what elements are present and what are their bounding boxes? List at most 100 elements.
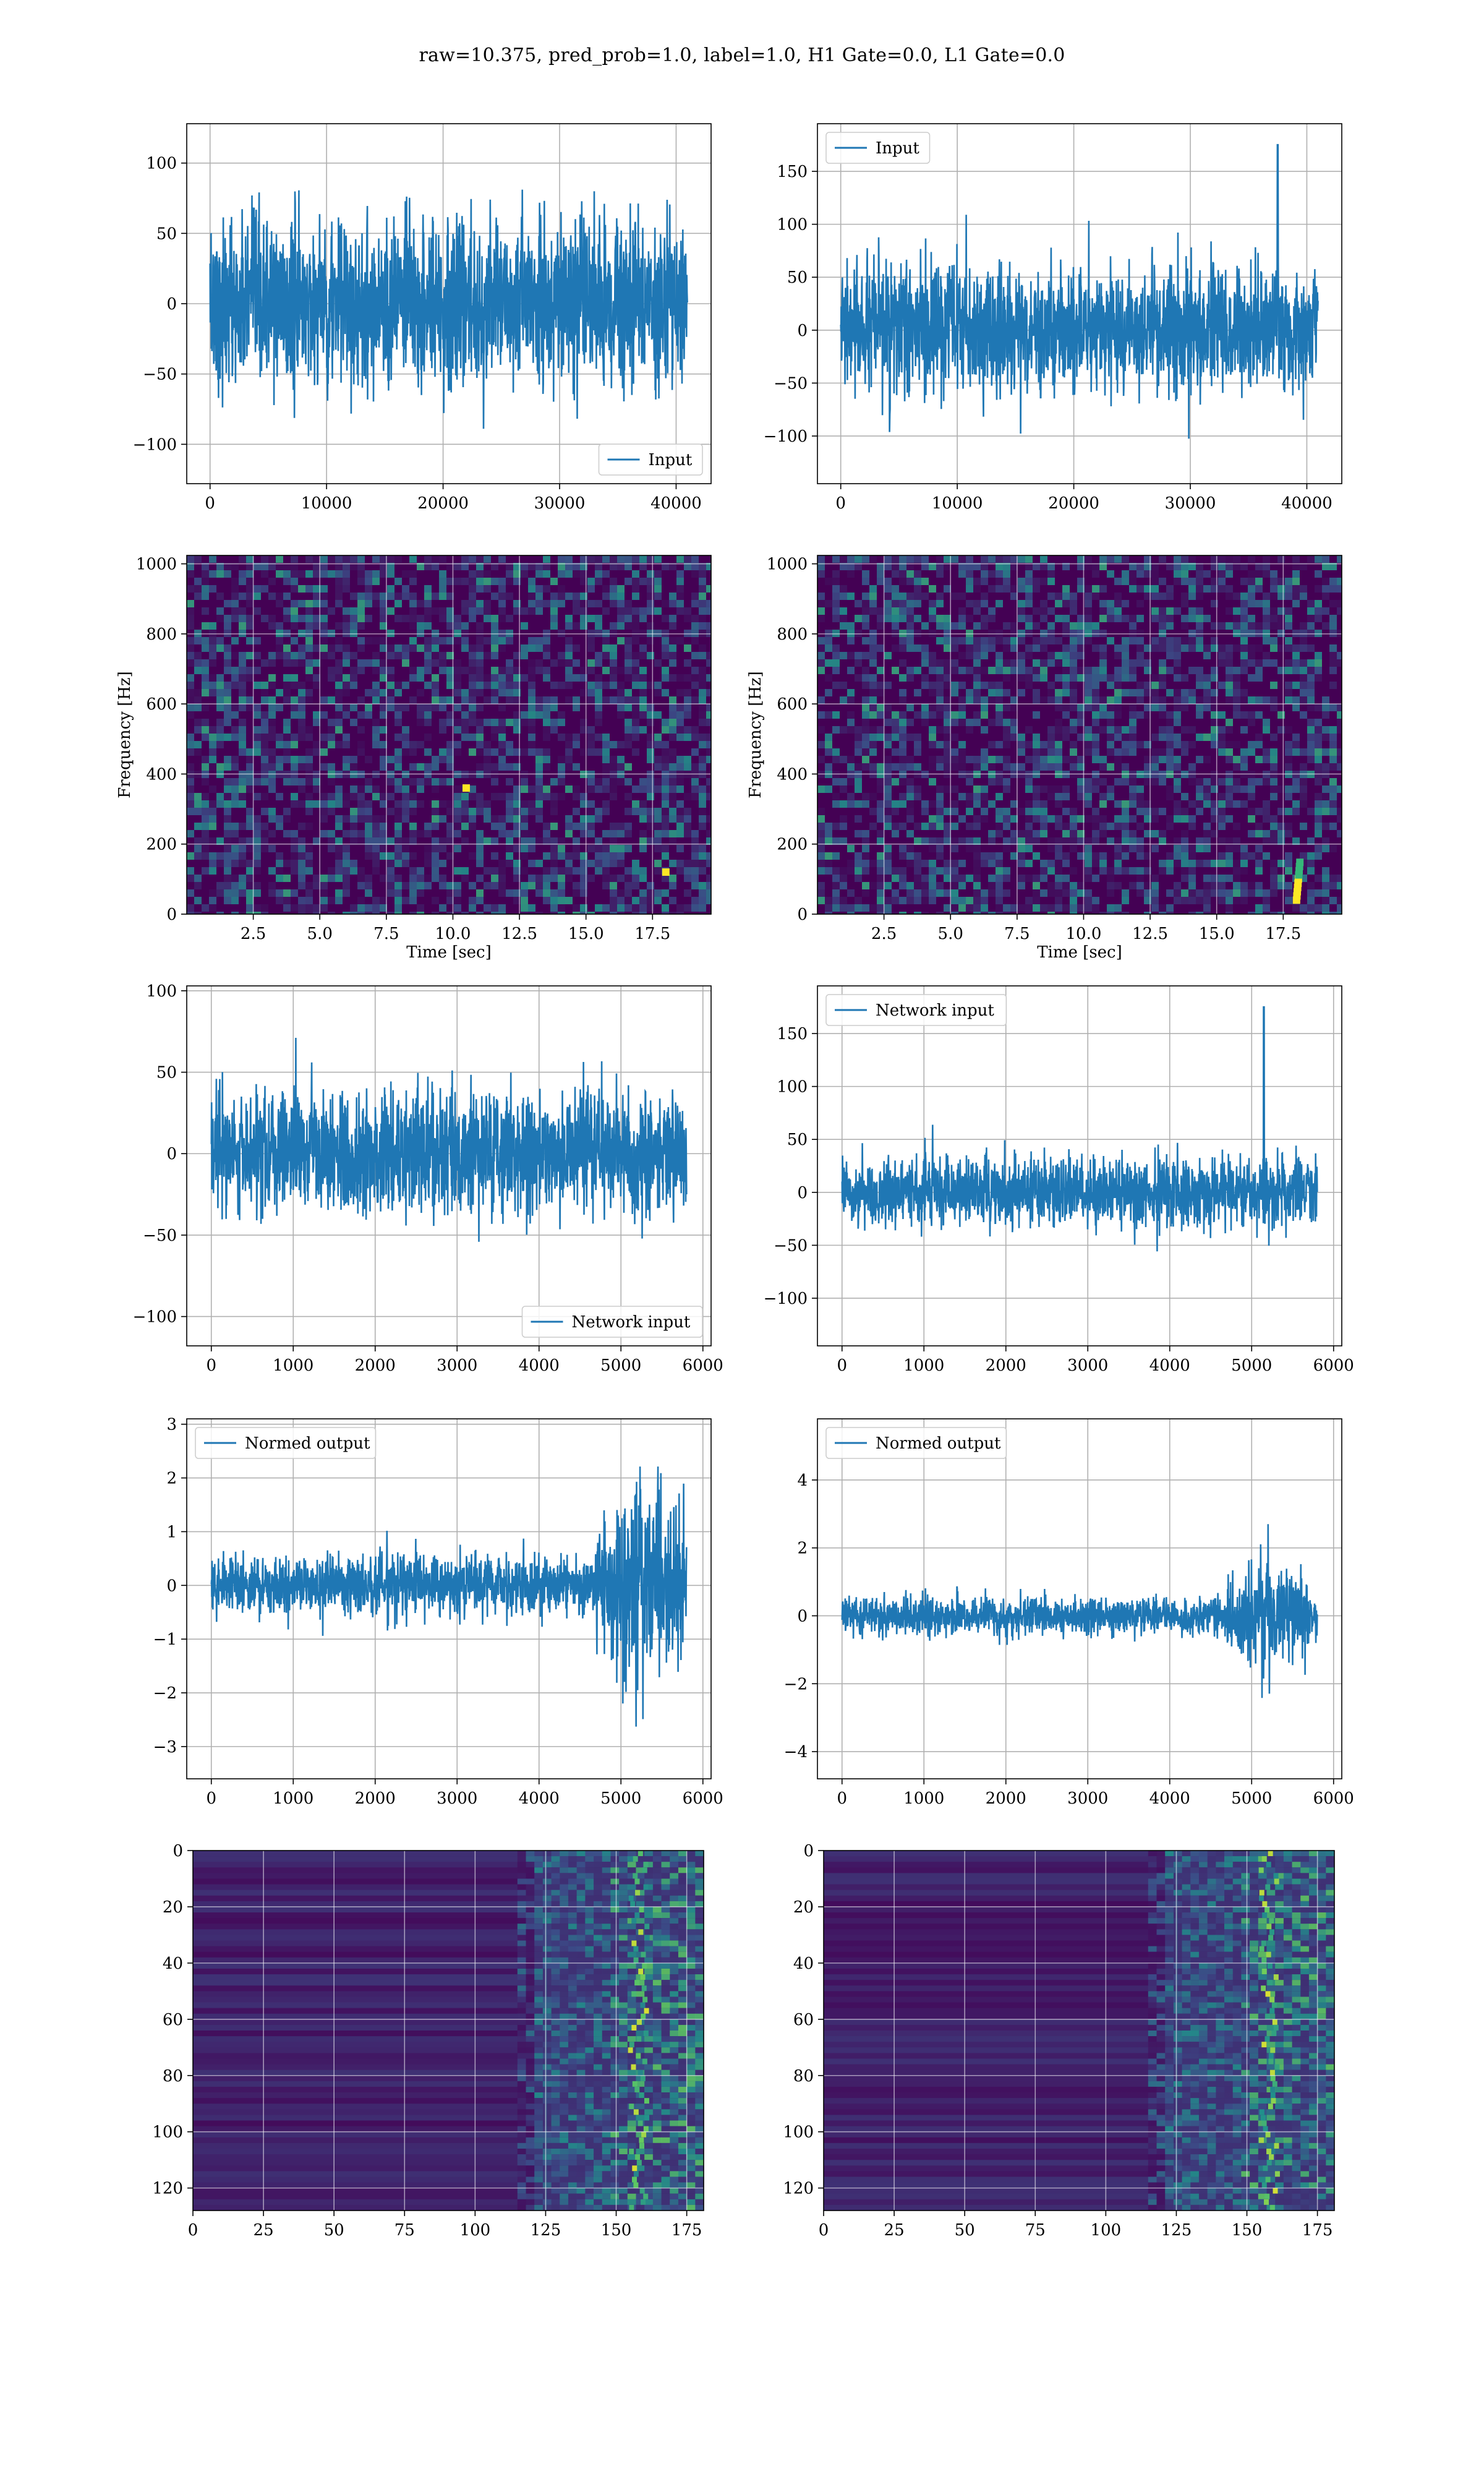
y-tick-label: 20 [163,1898,183,1917]
activation-mark [1261,1957,1267,1964]
legend: Input [825,132,931,164]
activation-mark [631,1940,637,1947]
activation-mark [638,1851,643,1857]
activation-mark [636,2036,642,2042]
activation-mark [1262,1912,1268,1919]
activation-mark [1259,2109,1264,2115]
y-tick-label: −100 [764,427,808,446]
x-tick-label: 2000 [986,1356,1026,1375]
y-tick-label: −2 [784,1675,808,1693]
spectrogram-h1-chart: 2.5 5.0 7.5 10.0 12.5 15.0 17.5 0 200 400 600 800 10… [116,555,712,962]
activation-mark [629,2042,634,2048]
x-tick-label: 20000 [417,494,469,513]
activation-mark [1272,2019,1277,2026]
activation-mark [1271,2098,1276,2104]
spectrogram-hotspot [462,784,470,792]
x-tick-label: 10.0 [435,925,471,943]
legend-label: Network input [572,1313,691,1332]
y-tick-label: 200 [777,836,808,854]
activation-mark [1270,2075,1276,2082]
y-tick-label: 4 [797,1471,808,1490]
x-tick-label: 3000 [1067,1789,1108,1808]
activation-mark [1271,2002,1277,2009]
activation-mark [642,1963,647,1969]
y-tick-label: 120 [152,2180,183,2198]
activation-mark [636,2160,642,2166]
y-tick-label: 100 [146,982,177,1001]
axes-frame [186,985,712,1346]
activation-mark [1269,1997,1275,2003]
spectrogram-chirp [1296,858,1304,867]
activation-mark [641,1985,647,1992]
activation-mark [631,1991,637,1997]
y-tick-label: 800 [146,625,177,644]
x-tick-label: 150 [1232,2221,1263,2240]
legend-box [825,994,1007,1026]
activation-mark [642,1867,647,1873]
legend-label: Input [876,139,919,158]
x-tick-label: 75 [1025,2221,1046,2240]
activation-mark [1268,1980,1273,1986]
feature-map-h1-chart: 0 25 50 75 100 125 150 175 0 20 40 60 80 100 120 [152,1842,704,2240]
x-axis-label: Time [sec] [406,943,492,962]
activation-mark [644,2098,649,2104]
x-tick-label: 5.0 [307,925,333,943]
activation-mark [631,2024,637,2031]
activation-mark [1264,2193,1270,2200]
activation-mark [643,2193,649,2200]
spectrogram-h1-heatmap [187,555,711,914]
activation-mark [1261,2120,1267,2127]
x-tick-label: 2.5 [871,925,897,943]
legend: Network input [825,994,1007,1026]
x-tick-label: 2000 [355,1789,396,1808]
legend-label: Input [649,451,693,469]
y-tick-label: 100 [152,2123,183,2142]
y-tick-label: 600 [777,695,808,714]
x-tick-label: 25 [254,2221,274,2240]
y-tick-label: 50 [787,1131,808,1149]
x-tick-label: 2000 [986,1789,1026,1808]
y-tick-label: 800 [777,625,808,644]
activation-mark [635,2154,641,2160]
activation-mark [1268,2058,1274,2065]
activation-mark [633,1873,638,1879]
activation-mark [628,1895,634,1902]
activation-mark [638,1929,644,1935]
normed-output-l1-chart: 0 1000 2000 3000 4000 5000 6000 −4 −2 0 2 4 Normed o… [784,1418,1354,1808]
activation-mark [1261,1968,1267,1975]
x-tick-label: 0 [837,1356,847,1375]
feature-map-l1-chart: 0 25 50 75 100 125 150 175 0 20 40 60 80 100 120 [783,1842,1335,2240]
normed-output-l1-series-line [841,1524,1318,1698]
y-tick-label: 3 [166,1416,177,1434]
y-tick-label: −4 [784,1743,808,1761]
legend-box [195,1427,377,1459]
x-tick-label: 20000 [1048,494,1099,513]
activation-mark [644,2008,649,2014]
x-tick-label: 3000 [1067,1356,1108,1375]
x-tick-label: 3000 [437,1356,477,1375]
axes-frame [192,1850,704,2211]
x-tick-label: 175 [1302,2221,1333,2240]
x-tick-label: 6000 [1313,1356,1354,1375]
activation-mark [638,1968,644,1975]
activation-mark [1261,2042,1267,2048]
activation-mark [1259,1946,1264,1953]
y-tick-label: 100 [777,1078,808,1097]
x-tick-label: 125 [531,2221,561,2240]
x-tick-label: 10000 [932,494,983,513]
feature-map-l1-heatmap [824,1851,1334,2211]
activation-mark [1258,1867,1264,1873]
y-tick-label: −1 [153,1630,177,1649]
normed-output-h1-chart: 0 1000 2000 3000 4000 5000 6000 −3 −2 −1 0 1 2 3 Norme… [153,1416,723,1808]
y-tick-label: 600 [146,695,177,714]
activation-mark [1268,1851,1273,1857]
x-tick-label: 5000 [600,1789,641,1808]
y-tick-label: 50 [156,225,177,243]
activation-mark [639,2092,644,2099]
legend: Normed output [825,1427,1007,1459]
x-tick-label: 40000 [1281,494,1333,513]
x-tick-label: 0 [205,494,215,513]
y-tick-label: 0 [166,1577,177,1595]
y-tick-label: −50 [774,1236,808,1255]
activation-mark [641,2013,646,2020]
